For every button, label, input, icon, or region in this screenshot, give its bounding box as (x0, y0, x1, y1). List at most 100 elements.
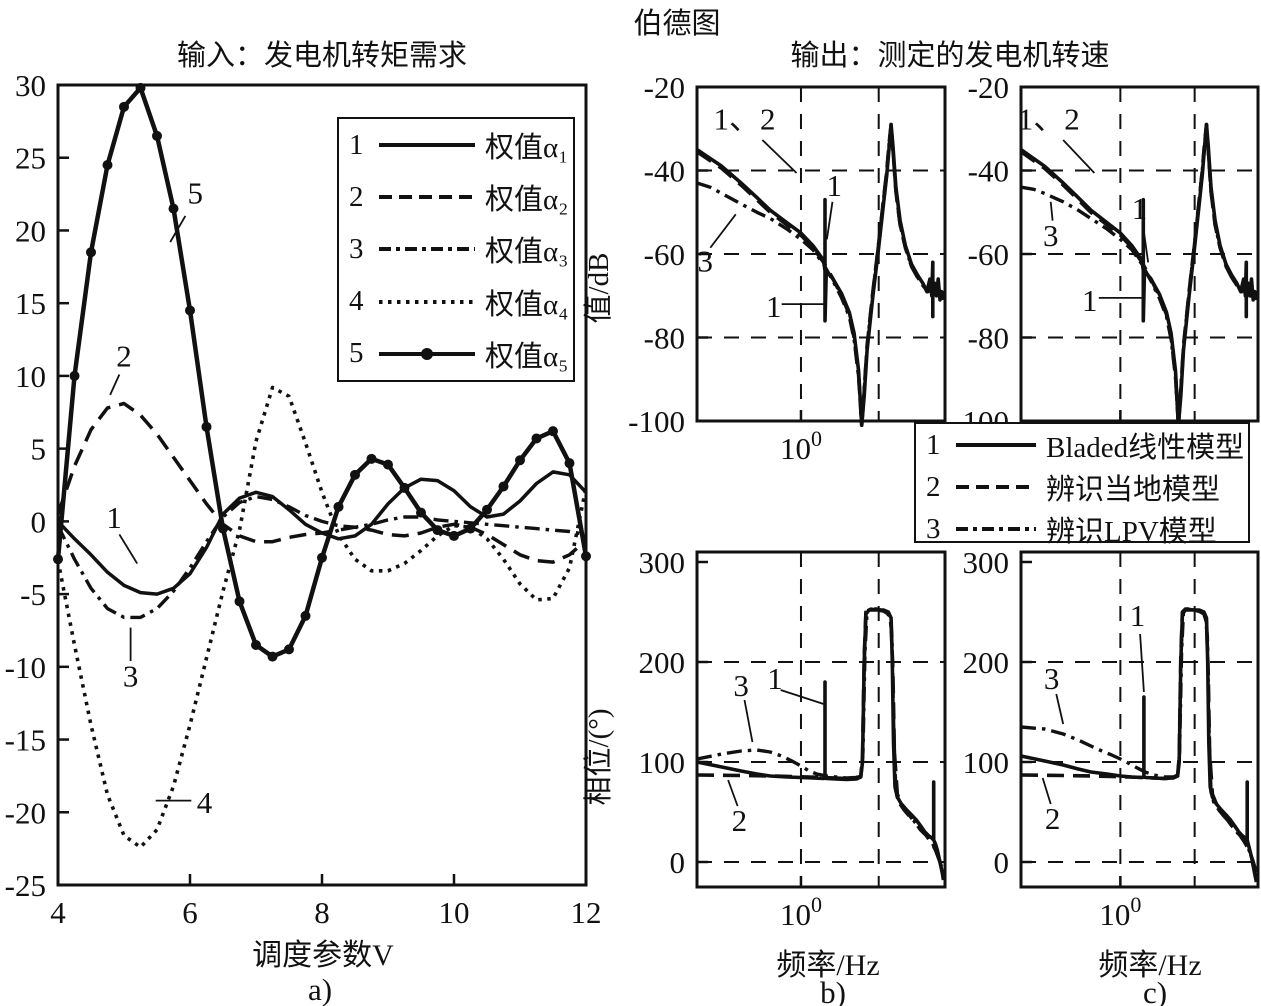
svg-text:300: 300 (963, 545, 1010, 580)
x-axis-label-a: 调度参数V (252, 939, 394, 972)
svg-text:100: 100 (780, 892, 822, 932)
legend-item-number: 3 (926, 512, 941, 545)
svg-text:100: 100 (780, 426, 822, 466)
svg-text:-40: -40 (644, 154, 685, 189)
svg-text:2: 2 (732, 803, 748, 838)
svg-text:-40: -40 (968, 154, 1009, 189)
svg-text:100: 100 (1099, 892, 1141, 932)
svg-text:4: 4 (50, 895, 66, 930)
svg-text:1: 1 (767, 661, 783, 696)
svg-text:0: 0 (670, 845, 686, 880)
legend-item-number: 2 (349, 180, 364, 213)
svg-text:100: 100 (963, 745, 1010, 780)
legend-item: 5 权值α₅ (339, 333, 573, 375)
legend-item-number: 4 (349, 285, 364, 318)
svg-text:1: 1 (1130, 598, 1146, 633)
svg-text:4: 4 (197, 785, 213, 820)
svg-text:-25: -25 (5, 868, 46, 903)
svg-text:0: 0 (31, 504, 47, 539)
svg-text:10: 10 (439, 895, 470, 930)
legend-item-label: 权值α₁ (485, 132, 569, 165)
sublabel-c: c) (1142, 975, 1168, 1006)
svg-text:1、2: 1、2 (714, 101, 776, 136)
svg-text:2: 2 (1045, 801, 1061, 836)
dashdot-line-icon (956, 527, 1036, 531)
legend-item: 1 权值α₁ (339, 124, 573, 166)
legend-item: 2 辨识当地模型 (916, 466, 1248, 508)
svg-text:1: 1 (766, 289, 782, 324)
svg-text:1、2: 1、2 (1018, 101, 1080, 136)
svg-text:3: 3 (1044, 661, 1060, 696)
line-with-marker-icon (379, 351, 475, 356)
svg-text:200: 200 (639, 645, 686, 680)
phase-axis-label: 相位/(°) (583, 708, 615, 806)
legend-weights: 1 权值α₁ 2 权值α₂ 3 权值α₃ 4 权值α₄ 5 权值α₅ (337, 117, 575, 382)
svg-text:3: 3 (123, 659, 139, 694)
legend-item-number: 3 (349, 232, 364, 265)
svg-text:-15: -15 (5, 723, 46, 758)
legend-item: 2 权值α₂ (339, 176, 573, 218)
legend-item-number: 1 (349, 128, 364, 161)
svg-text:5: 5 (31, 432, 47, 467)
svg-text:-80: -80 (644, 321, 685, 356)
svg-text:25: 25 (15, 141, 46, 176)
magnitude-axis-label: 值/dB (583, 252, 615, 324)
chart-b-phase: 300 200 100 0 100 3 1 2 (639, 545, 947, 932)
dashdot-line-icon (379, 247, 475, 252)
legend-item-label: 权值α₄ (485, 288, 569, 321)
svg-text:-10: -10 (5, 650, 46, 685)
legend-item: 1 Bladed线性模型 (916, 424, 1248, 466)
figure-title: 伯德图 (633, 8, 721, 40)
svg-text:-100: -100 (628, 404, 685, 439)
svg-text:2: 2 (116, 339, 132, 374)
legend-item-label: 权值α₃ (485, 236, 569, 269)
legend-item-label: 辨识LPV模型 (1046, 516, 1217, 548)
output-title: 输出：测定的发电机转速 (790, 40, 1110, 72)
legend-models: 1 Bladed线性模型 2 辨识当地模型 3 辨识LPV模型 (914, 422, 1250, 548)
svg-text:20: 20 (15, 213, 46, 248)
chart-c-phase: 300 200 100 0 100 3 1 2 (963, 545, 1260, 932)
svg-text:5: 5 (188, 176, 204, 211)
svg-text:-80: -80 (968, 321, 1009, 356)
svg-text:3: 3 (1043, 218, 1059, 253)
legend-item-label: 权值α₅ (485, 340, 569, 373)
svg-text:300: 300 (639, 545, 686, 580)
solid-line-icon (379, 143, 475, 148)
svg-text:-20: -20 (968, 70, 1009, 105)
legend-item-label: 权值α₂ (485, 184, 569, 217)
legend-item-number: 5 (349, 337, 364, 370)
svg-text:8: 8 (314, 895, 330, 930)
svg-text:1: 1 (106, 500, 122, 535)
svg-text:3: 3 (697, 243, 713, 278)
svg-text:12: 12 (571, 895, 602, 930)
legend-item-number: 2 (926, 470, 941, 503)
legend-item-number: 1 (926, 428, 941, 461)
svg-text:-5: -5 (20, 577, 46, 612)
svg-text:200: 200 (963, 645, 1010, 680)
svg-text:30: 30 (15, 68, 46, 103)
svg-text:-20: -20 (5, 795, 46, 830)
dashed-line-icon (956, 485, 1036, 489)
sublabel-a: a) (307, 972, 333, 1006)
svg-text:-60: -60 (968, 237, 1009, 272)
panel-a-title: 输入：发电机转矩需求 (176, 40, 468, 72)
chart-b-mag: -20 -40 -60 -80 -100 100 1、2 3 1 1 (628, 70, 947, 466)
svg-text:100: 100 (639, 745, 686, 780)
dashed-line-icon (379, 195, 475, 200)
svg-text:10: 10 (15, 359, 46, 394)
svg-text:0: 0 (994, 845, 1010, 880)
dotted-line-icon (379, 299, 475, 304)
svg-text:15: 15 (15, 286, 46, 321)
x-axis-label-c: 频率/Hz (1098, 949, 1202, 982)
legend-item-label: 辨识当地模型 (1046, 474, 1221, 506)
svg-text:-20: -20 (644, 70, 685, 105)
legend-item: 3 辨识LPV模型 (916, 508, 1248, 550)
svg-text:-60: -60 (644, 237, 685, 272)
svg-text:6: 6 (182, 895, 198, 930)
legend-item: 3 权值α₃ (339, 228, 573, 270)
legend-item: 4 权值α₄ (339, 281, 573, 323)
svg-text:1: 1 (826, 168, 842, 203)
